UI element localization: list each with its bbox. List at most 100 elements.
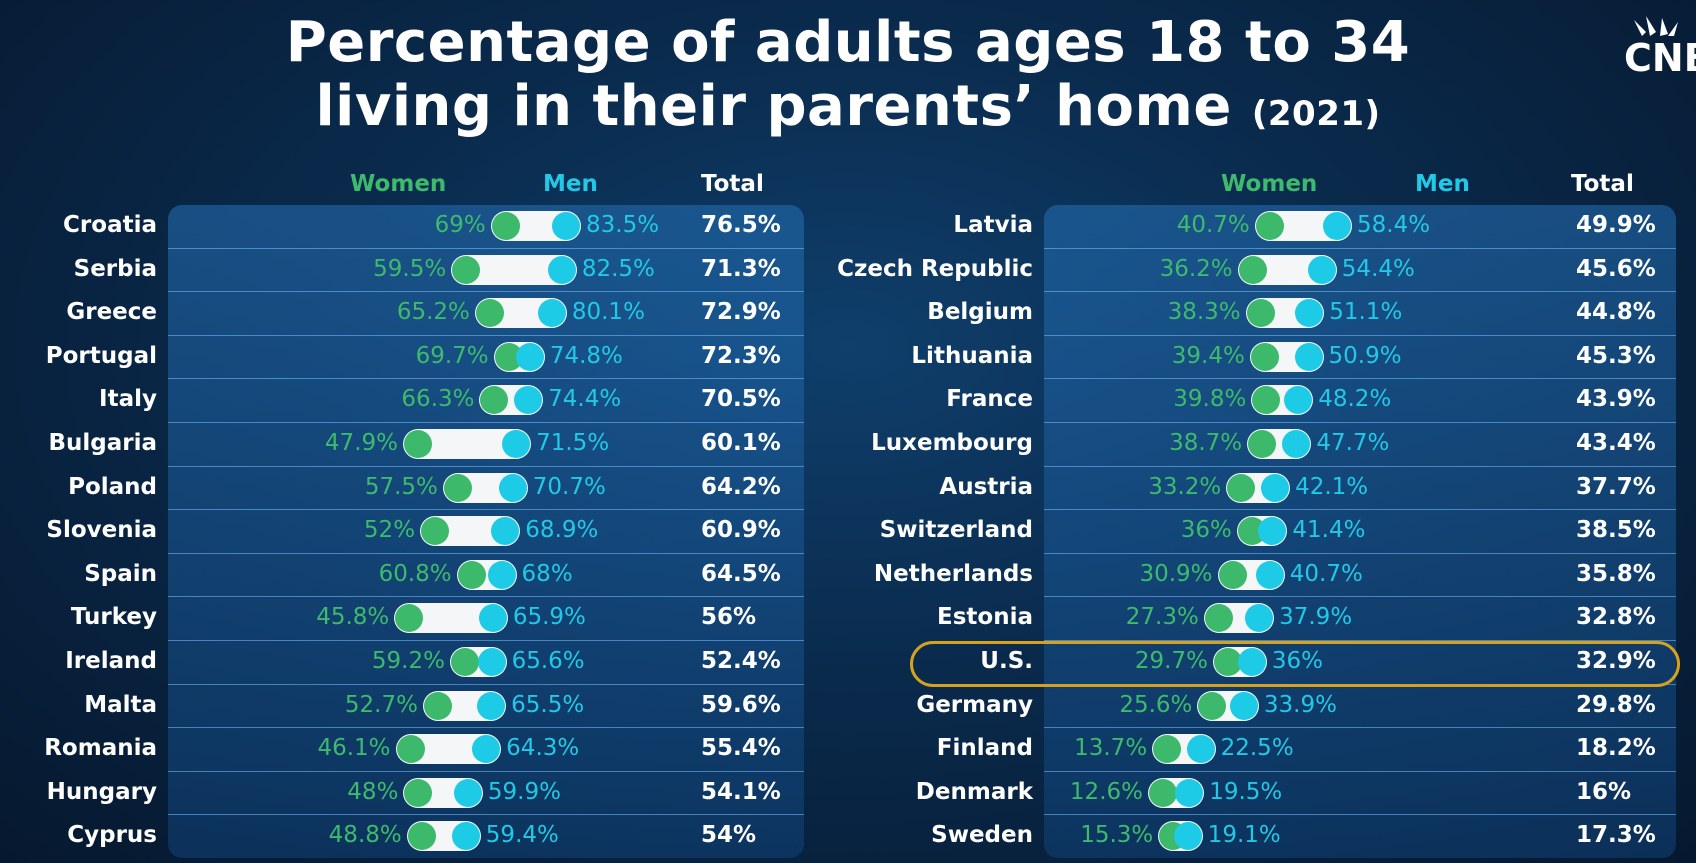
men-value-belgium: 51.1% [1329,299,1403,326]
total-value-latvia: 49.9% [1576,212,1656,238]
left-header-men: Men [543,171,598,197]
men-dot-belgium [1295,299,1324,328]
men-dot-portugal [515,342,544,371]
women-dot-denmark [1149,778,1177,807]
country-label-croatia: Croatia [63,212,157,238]
men-dot-cyprus [451,822,480,851]
total-value-lithuania: 45.3% [1576,342,1656,369]
total-value-turkey: 56% [701,604,757,631]
total-value-czech-republic: 45.6% [1576,255,1656,282]
left-row-divider [168,770,804,772]
right-row-divider [1044,770,1676,772]
men-value-ireland: 65.6% [511,648,585,674]
men-value-croatia: 83.5% [586,212,660,238]
women-value-latvia: 40.7% [1176,212,1250,238]
total-value-switzerland: 38.5% [1576,517,1656,544]
women-value-ireland: 59.2% [371,648,445,674]
right-row-divider [1044,509,1676,511]
women-dot-malta [423,691,452,720]
total-value-poland: 64.2% [701,473,781,500]
women-value-estonia: 27.3% [1125,604,1199,631]
total-value-finland: 18.2% [1576,735,1656,762]
right-row-divider [1044,422,1676,423]
men-value-netherlands: 40.7% [1289,560,1363,587]
men-dot-estonia [1245,604,1274,633]
men-value-czech-republic: 54.4% [1341,255,1415,282]
women-dot-spain [457,560,486,589]
men-value-switzerland: 41.4% [1292,517,1366,544]
women-dot-belgium [1246,299,1275,328]
peacock-icon [1634,16,1678,36]
women-value-turkey: 45.8% [316,604,390,631]
country-label-malta: Malta [84,691,157,718]
men-value-malta: 65.5% [511,691,585,718]
women-dot-slovenia [421,517,450,546]
men-dot-austria [1261,473,1290,502]
total-value-luxembourg: 43.4% [1576,430,1656,456]
total-value-serbia: 71.3% [701,255,781,282]
men-dot-switzerland [1258,517,1287,546]
women-dot-austria [1227,473,1256,502]
women-dot-luxembourg [1248,430,1277,458]
country-label-turkey: Turkey [70,604,157,631]
women-dot-netherlands [1218,560,1247,589]
country-label-serbia: Serbia [73,255,157,282]
total-value-croatia: 76.5% [701,212,781,238]
total-value-ireland: 52.4% [701,648,781,674]
left-row-divider [168,378,804,380]
country-label-spain: Spain [84,560,157,587]
women-dot-latvia [1255,212,1284,240]
left-row-divider [168,640,804,641]
left-header-total: Total [701,171,764,197]
total-value-spain: 64.5% [701,560,781,587]
total-value-romania: 55.4% [701,735,781,762]
women-value-croatia: 69% [434,212,486,238]
logo-text: CNB [1624,36,1696,80]
right-row-divider [1044,334,1676,336]
women-value-netherlands: 30.9% [1139,560,1213,587]
country-label-romania: Romania [44,735,157,762]
women-dot-serbia [452,255,481,284]
men-dot-sweden [1173,822,1202,851]
total-value-greece: 72.9% [701,299,781,326]
men-value-austria: 42.1% [1295,473,1369,500]
men-dot-hungary [453,778,482,807]
men-value-portugal: 74.8% [549,342,623,369]
men-value-hungary: 59.9% [487,778,561,805]
total-value-cyprus: 54% [701,822,757,849]
women-value-cyprus: 48.8% [328,822,402,849]
women-value-austria: 33.2% [1148,473,1222,500]
total-value-belgium: 44.8% [1576,299,1656,326]
right-row-divider [1044,247,1676,249]
country-label-switzerland: Switzerland [879,517,1033,544]
right-header-total: Total [1571,171,1634,197]
men-value-italy: 74.4% [548,386,622,413]
total-value-hungary: 54.1% [701,778,781,805]
women-dot-romania [396,735,425,764]
women-dot-finland [1153,735,1182,764]
women-value-bulgaria: 47.9% [324,430,398,456]
women-dot-lithuania [1250,342,1279,371]
women-value-romania: 46.1% [317,735,391,762]
men-dot-spain [487,560,516,589]
country-label-germany: Germany [916,691,1033,718]
women-value-czech-republic: 36.2% [1159,255,1233,282]
women-value-malta: 52.7% [344,691,418,718]
women-dot-hungary [404,778,433,807]
total-value-germany: 29.8% [1576,691,1656,718]
women-value-lithuania: 39.4% [1171,342,1245,369]
country-label-luxembourg: Luxembourg [871,430,1033,456]
women-value-italy: 66.3% [401,386,475,413]
men-value-serbia: 82.5% [581,255,655,282]
women-dot-germany [1198,691,1227,720]
men-dot-denmark [1175,778,1204,807]
left-row-divider [168,683,804,685]
men-value-france: 48.2% [1318,386,1392,413]
men-dot-france [1284,386,1313,415]
men-dot-romania [472,735,501,764]
country-label-greece: Greece [66,299,157,326]
women-dot-czech-republic [1238,255,1267,284]
men-dot-turkey [478,604,507,633]
country-label-finland: Finland [936,735,1033,762]
total-value-malta: 59.6% [701,691,781,718]
